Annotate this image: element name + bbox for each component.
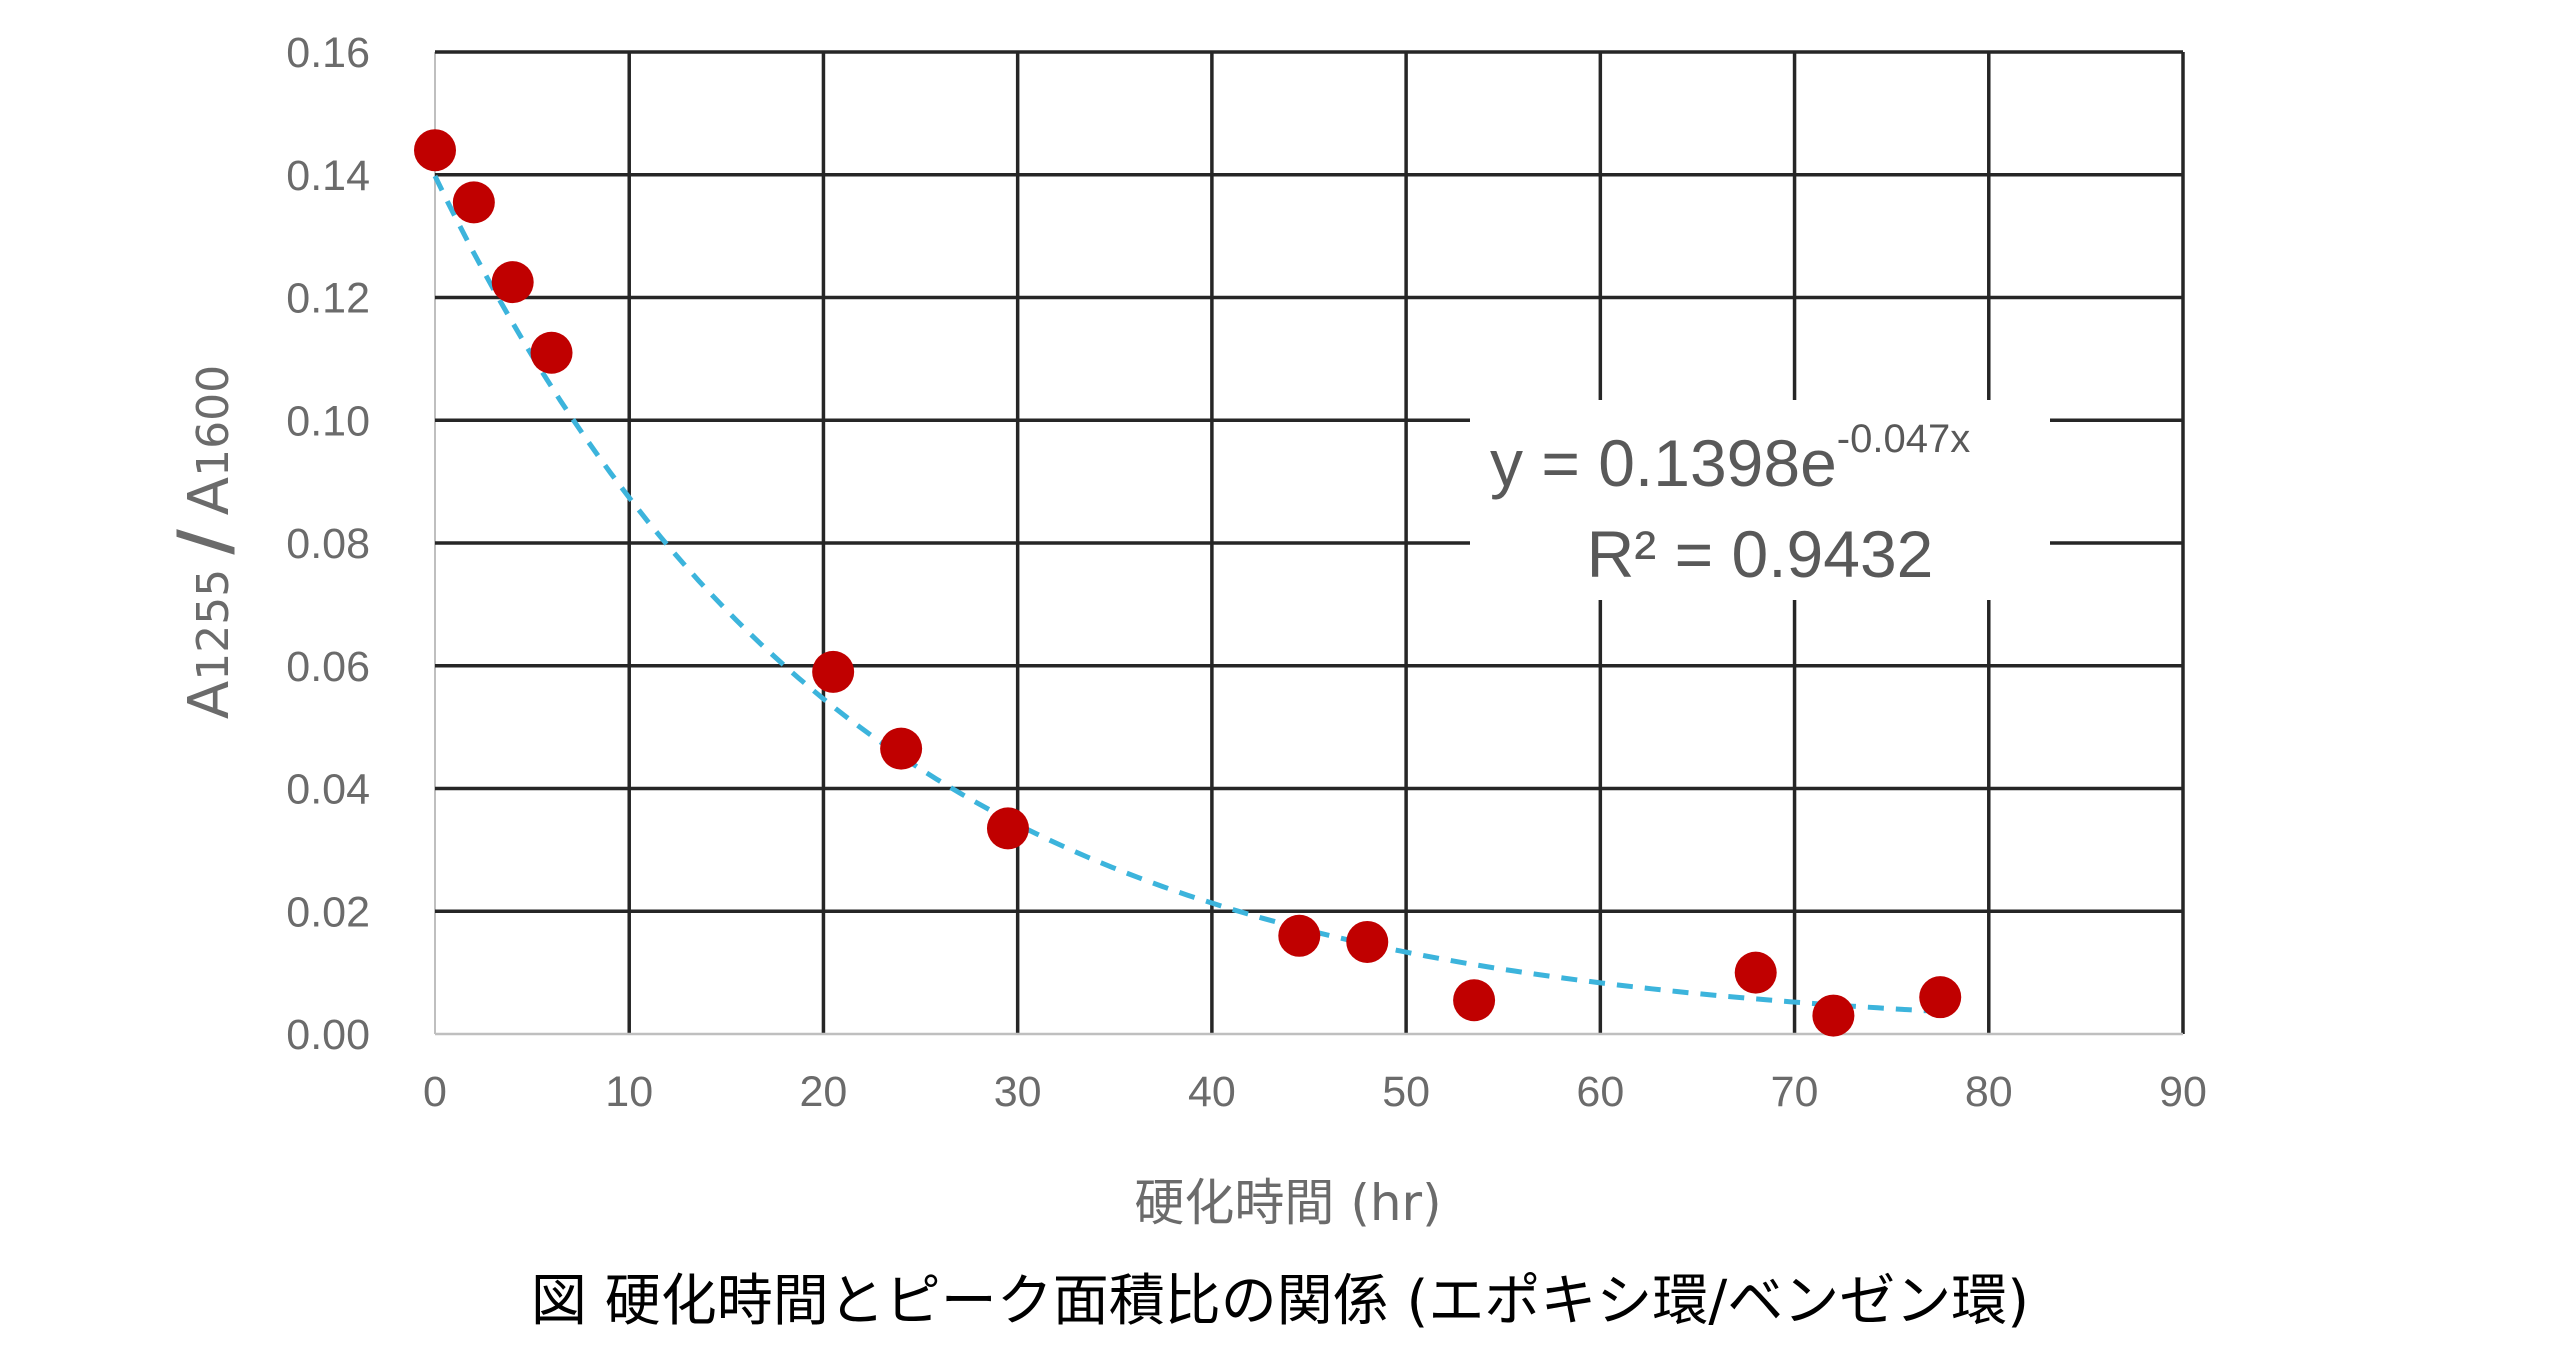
x-tick-label: 10: [605, 1068, 653, 1116]
data-point: [530, 331, 573, 374]
x-tick-labels: 0 10 20 30 40 50 60 70 80 90: [423, 1068, 2207, 1116]
y-tick-label: 0.02: [286, 888, 370, 936]
trendline-group: [432, 174, 1941, 1014]
y-tick-label: 0.10: [286, 397, 370, 445]
x-tick-label: 0: [423, 1068, 447, 1116]
data-point: [1346, 920, 1389, 963]
equation-label: y = 0.1398e-0.047x R² = 0.9432: [1470, 400, 2050, 600]
x-tick-label: 80: [1965, 1068, 2013, 1116]
x-tick-label: 70: [1771, 1068, 1819, 1116]
data-point: [1278, 914, 1321, 957]
x-tick-label: 90: [2159, 1068, 2207, 1116]
x-axis-title: 硬化時間 (hr): [1134, 1174, 1441, 1232]
data-point: [1453, 979, 1496, 1022]
x-tick-label: 60: [1576, 1068, 1624, 1116]
equation-text: y = 0.1398e-0.047x: [1490, 417, 1970, 500]
y-tick-label: 0.06: [286, 643, 370, 691]
y-tick-label: 0.08: [286, 520, 370, 568]
figure-caption: 図 硬化時間とピーク面積比の関係 (エポキシ環/ベンゼン環): [531, 1269, 2029, 1334]
y-tick-label: 0.04: [286, 766, 370, 814]
equation-background: [1470, 400, 2050, 600]
trendline: [432, 174, 1941, 1014]
svg-text:A1255/A1600: A1255/A1600: [163, 365, 245, 719]
data-points: [414, 129, 1962, 1037]
data-point: [880, 727, 923, 770]
data-point: [452, 181, 495, 224]
data-point: [812, 650, 855, 693]
y-tick-label: 0.12: [286, 275, 370, 323]
y-tick-label: 0.00: [286, 1011, 370, 1059]
data-point: [1919, 976, 1962, 1019]
y-tick-label: 0.16: [286, 29, 370, 77]
data-point: [414, 129, 456, 172]
data-point: [986, 807, 1029, 850]
data-point: [1734, 951, 1777, 994]
y-tick-labels: 0.00 0.02 0.04 0.06 0.08 0.10 0.12 0.14 0.16: [286, 29, 370, 1059]
r-squared-text: R² = 0.9432: [1587, 517, 1934, 591]
data-point: [491, 261, 534, 304]
y-axis-title: A1255/A1600: [163, 365, 245, 719]
y-tick-label: 0.14: [286, 152, 370, 200]
data-point: [1812, 994, 1855, 1037]
x-tick-label: 40: [1188, 1068, 1236, 1116]
x-tick-label: 20: [800, 1068, 848, 1116]
x-tick-label: 30: [994, 1068, 1042, 1116]
x-tick-label: 50: [1382, 1068, 1430, 1116]
grid: [434, 50, 2185, 1036]
